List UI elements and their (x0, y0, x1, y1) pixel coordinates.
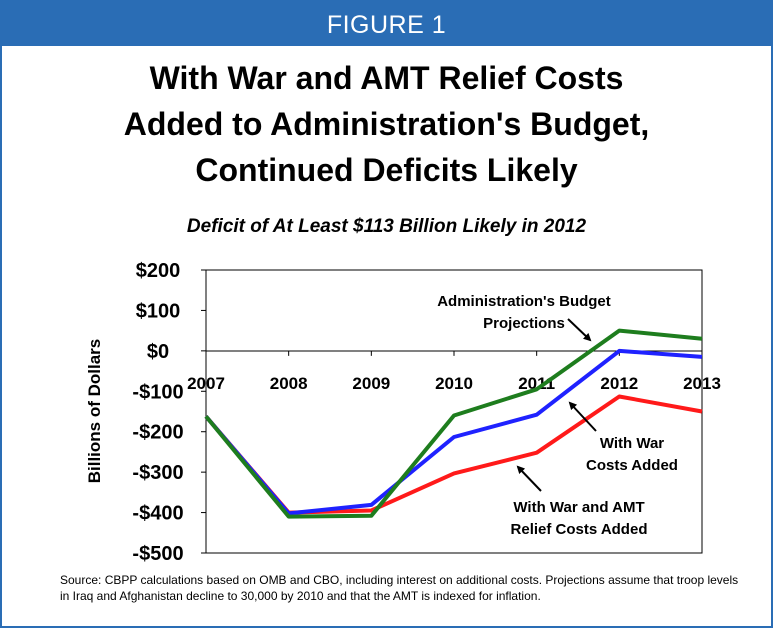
y-tick-label: $200 (136, 260, 181, 282)
source-note: Source: CBPP calculations based on OMB a… (60, 573, 739, 603)
y-tick-label: -$300 (132, 462, 183, 484)
y-tick-label: $100 (136, 300, 181, 322)
x-tick-label: 2008 (270, 374, 308, 393)
y-tick-label: -$500 (132, 543, 183, 565)
x-tick-label: 2009 (352, 374, 390, 393)
x-tick-label: 2012 (600, 374, 638, 393)
title-line-2: Added to Administration's Budget, (123, 106, 650, 142)
series-line-2 (204, 328, 703, 519)
title-line-3: Continued Deficits Likely (195, 152, 578, 188)
y-tick-label: $0 (147, 341, 169, 363)
chart-subtitle: Deficit of At Least $113 Billion Likely … (186, 216, 587, 237)
annotation-label: With War and AMT (513, 499, 644, 516)
annotation-arrow (568, 401, 597, 432)
title-line-1: With War and AMT Relief Costs (149, 60, 624, 96)
annotation-label: Projections (483, 315, 565, 332)
y-tick-label: -$100 (132, 381, 183, 403)
annotation-label: Relief Costs Added (511, 521, 648, 538)
x-tick-label: 2013 (683, 374, 721, 393)
y-tick-label: -$400 (132, 503, 183, 525)
annotation-label: Costs Added (586, 457, 678, 474)
annotation-label: With War (600, 435, 664, 452)
figure-label: FIGURE 1 (2, 2, 771, 46)
y-axis-label: Billions of Dollars (85, 339, 104, 484)
y-tick-label: -$200 (132, 422, 183, 444)
annotation-arrow (567, 318, 592, 342)
annotation-label: Administration's Budget (437, 293, 611, 310)
series-line-1 (204, 348, 703, 516)
annotation-arrow (516, 465, 542, 492)
x-tick-label: 2010 (435, 374, 473, 393)
x-tick-label: 2011 (518, 374, 555, 393)
x-tick-label: 2007 (187, 374, 225, 393)
